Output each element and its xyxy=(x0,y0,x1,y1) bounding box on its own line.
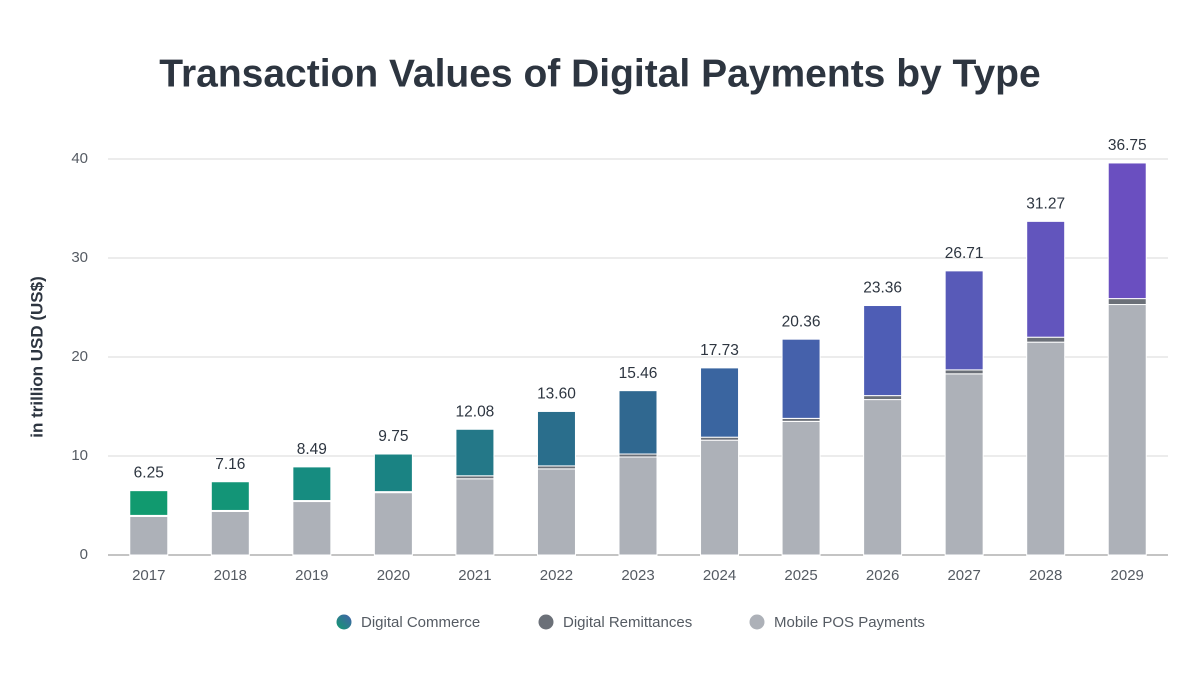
y-tick-label: 10 xyxy=(71,447,88,464)
x-tick-label: 2019 xyxy=(295,567,328,584)
bar-segment xyxy=(1026,341,1066,556)
bar-segment xyxy=(292,501,332,556)
total-label: 17.73 xyxy=(700,342,739,359)
y-tick-label: 30 xyxy=(71,249,88,266)
bar-segment xyxy=(1026,220,1066,338)
x-tick-label: 2029 xyxy=(1111,567,1144,584)
y-axis-label: in trillion USD (US$) xyxy=(27,276,46,438)
bar-segment xyxy=(863,395,903,401)
bar-segment xyxy=(944,270,984,371)
x-tick-label: 2018 xyxy=(214,567,247,584)
bar-segment xyxy=(781,338,821,419)
legend-label: Digital Commerce xyxy=(361,614,480,631)
bar-segment xyxy=(373,492,413,556)
bar-segment xyxy=(536,468,576,556)
x-tick-label: 2026 xyxy=(866,567,899,584)
total-label: 6.25 xyxy=(134,465,164,482)
x-tick-label: 2024 xyxy=(703,567,736,584)
total-label: 12.08 xyxy=(456,403,495,420)
bar-segment xyxy=(781,420,821,556)
bar-segment xyxy=(210,481,250,511)
y-tick-label: 0 xyxy=(80,546,88,563)
bar-segment xyxy=(863,399,903,556)
total-label: 15.46 xyxy=(619,365,658,382)
bar-segment xyxy=(373,453,413,493)
bar-segment xyxy=(618,390,658,455)
bar-segment xyxy=(1026,336,1066,343)
total-label: 36.75 xyxy=(1108,137,1147,154)
total-label: 20.36 xyxy=(782,313,821,330)
total-label: 8.49 xyxy=(297,441,327,458)
bar-segment xyxy=(129,515,169,556)
x-tick-label: 2020 xyxy=(377,567,410,584)
chart-title: Transaction Values of Digital Payments b… xyxy=(159,52,1040,95)
legend-marker xyxy=(336,614,352,630)
total-label: 26.71 xyxy=(945,245,984,262)
total-label: 31.27 xyxy=(1026,195,1065,212)
x-tick-label: 2028 xyxy=(1029,567,1062,584)
bar-segment xyxy=(944,373,984,556)
x-tick-label: 2017 xyxy=(132,567,165,584)
legend-label: Mobile POS Payments xyxy=(774,614,925,631)
bar-segment xyxy=(863,305,903,397)
bar-segment xyxy=(455,428,495,477)
x-tick-label: 2027 xyxy=(947,567,980,584)
bar-segment xyxy=(1107,298,1147,306)
bar-segment xyxy=(536,410,576,467)
x-tick-label: 2025 xyxy=(784,567,817,584)
bar-segment xyxy=(944,369,984,375)
legend-label: Digital Remittances xyxy=(563,614,692,631)
x-tick-label: 2022 xyxy=(540,567,573,584)
total-label: 9.75 xyxy=(378,428,408,445)
legend-marker xyxy=(749,614,765,630)
total-label: 13.60 xyxy=(537,386,576,403)
bar-segment xyxy=(210,510,250,556)
x-tick-label: 2023 xyxy=(621,567,654,584)
x-tick-label: 2021 xyxy=(458,567,491,584)
legend-marker xyxy=(538,614,554,630)
bar-segment xyxy=(618,456,658,556)
bar-segment xyxy=(455,478,495,556)
bar-segment xyxy=(129,490,169,516)
bar-segment xyxy=(1107,162,1147,300)
total-label: 23.36 xyxy=(863,280,902,297)
total-label: 7.16 xyxy=(215,456,245,473)
bar-segment xyxy=(292,466,332,502)
bar-segment xyxy=(1107,304,1147,556)
y-tick-label: 20 xyxy=(71,348,88,365)
y-tick-label: 40 xyxy=(71,150,88,167)
bar-segment xyxy=(700,439,740,556)
bar-segment xyxy=(700,367,740,438)
